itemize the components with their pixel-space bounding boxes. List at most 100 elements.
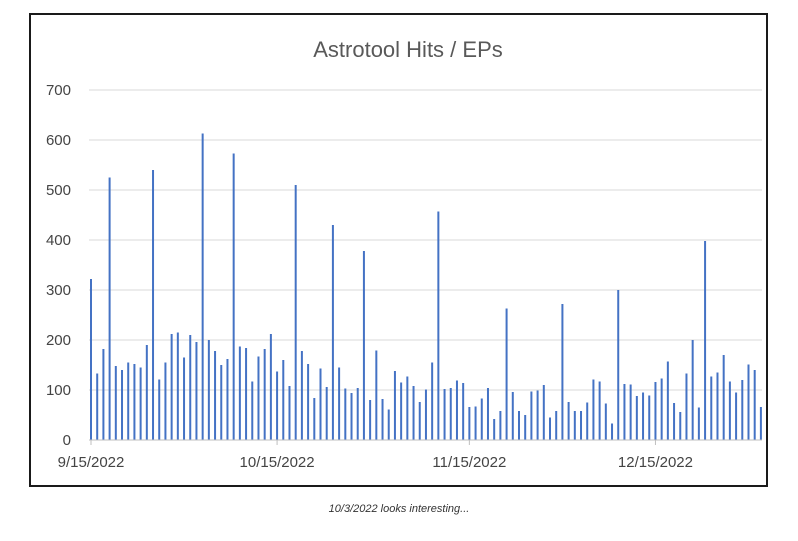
y-tick-label: 500	[46, 182, 71, 199]
bar	[480, 398, 483, 440]
bar	[170, 334, 173, 440]
bar	[307, 364, 310, 440]
bar	[121, 370, 124, 440]
bar	[517, 411, 520, 440]
bar	[536, 390, 539, 440]
bar	[611, 423, 614, 440]
bar	[449, 388, 452, 440]
bar	[331, 225, 334, 440]
bar	[728, 381, 731, 440]
bar	[691, 340, 694, 440]
bar	[214, 351, 217, 440]
bar	[201, 133, 204, 440]
bar	[511, 392, 514, 440]
bar	[226, 359, 229, 440]
x-tick-label: 12/15/2022	[618, 454, 693, 471]
bar	[108, 177, 111, 440]
x-tick-label: 10/15/2022	[240, 454, 315, 471]
chart-frame: Astrotool Hits / EPs 0 100 200 300 400 500 600…	[29, 13, 768, 487]
bar	[257, 356, 260, 440]
bar	[549, 417, 552, 440]
bar	[660, 378, 663, 440]
bar	[462, 383, 465, 440]
bar	[666, 361, 669, 440]
bar-chart: Astrotool Hits / EPs 0 100 200 300 400 500 600…	[46, 37, 762, 471]
x-tick-label: 9/15/2022	[58, 454, 125, 471]
y-tick-label: 300	[46, 282, 71, 299]
bar	[375, 350, 378, 440]
bar	[524, 415, 527, 440]
y-tick-label: 700	[46, 82, 71, 99]
bar	[505, 308, 508, 440]
bar	[735, 392, 738, 440]
bar	[164, 362, 167, 440]
bar	[542, 385, 545, 440]
bar	[145, 345, 148, 440]
bar	[350, 393, 353, 440]
bar	[753, 370, 756, 440]
bar	[424, 389, 427, 440]
bar	[282, 360, 285, 440]
bar	[617, 290, 620, 440]
bar	[245, 348, 248, 440]
bar	[369, 400, 372, 440]
chart-title: Astrotool Hits / EPs	[313, 37, 503, 62]
bar	[567, 402, 570, 440]
bar	[114, 366, 117, 440]
bar	[102, 349, 105, 440]
bar	[362, 251, 365, 440]
bar	[493, 419, 496, 440]
bar	[319, 368, 322, 440]
bar	[592, 379, 595, 440]
bar	[183, 357, 186, 440]
bar	[90, 279, 92, 440]
bar	[673, 403, 676, 440]
bar	[313, 398, 316, 440]
bar	[189, 335, 192, 440]
bar	[443, 389, 446, 440]
y-tick-label: 600	[46, 132, 71, 149]
bar	[598, 381, 601, 440]
bar	[431, 362, 434, 440]
bar	[654, 382, 657, 440]
bar	[580, 411, 583, 440]
bar	[530, 391, 533, 440]
bar	[220, 365, 223, 440]
bar	[747, 364, 750, 440]
bar	[238, 346, 241, 440]
y-axis-ticks: 0 100 200 300 400 500 600 700	[46, 82, 71, 449]
bars	[90, 133, 762, 440]
bar	[406, 376, 409, 440]
bar	[338, 367, 341, 440]
bar	[635, 396, 638, 440]
bar	[642, 392, 645, 440]
bar	[468, 407, 471, 440]
bar	[455, 380, 458, 440]
bar	[586, 402, 589, 440]
gridlines	[89, 89, 762, 391]
y-tick-label: 200	[46, 332, 71, 349]
y-tick-label: 400	[46, 232, 71, 249]
bar	[648, 395, 651, 440]
x-axis-ticks: 9/15/2022 10/15/2022 11/15/2022 12/15/2022	[58, 440, 693, 471]
bar	[195, 342, 198, 440]
bar	[697, 407, 700, 440]
bar	[759, 407, 762, 440]
bar	[276, 371, 279, 440]
bar	[127, 362, 130, 440]
bar	[555, 411, 558, 440]
bar	[741, 380, 744, 440]
bar	[722, 355, 725, 440]
bar	[294, 185, 297, 440]
x-tick-label: 11/15/2022	[432, 454, 506, 471]
bar	[393, 371, 396, 440]
bar	[96, 373, 99, 440]
bar	[300, 351, 303, 440]
bar	[710, 376, 713, 440]
figure-caption: 10/3/2022 looks interesting...	[328, 503, 470, 515]
bar	[437, 211, 440, 440]
bar	[400, 382, 403, 440]
bar	[325, 387, 328, 440]
bar	[269, 334, 272, 440]
bar	[573, 411, 576, 440]
